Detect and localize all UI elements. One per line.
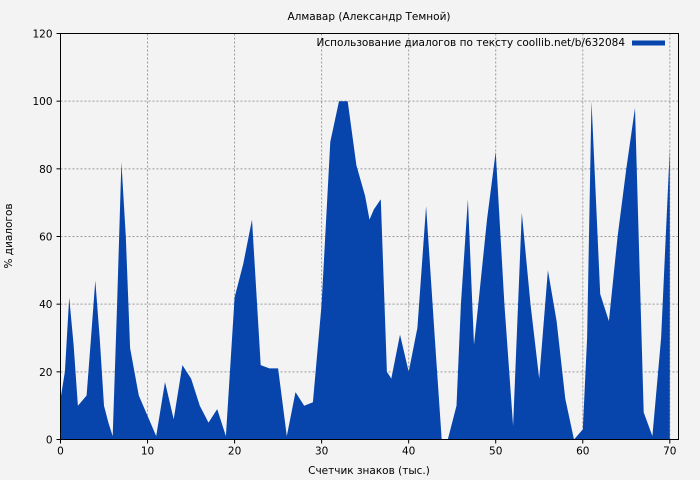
axis-ticks: 0 10 20 30 40 50 60 70 0 20 40 60 80 100 120 bbox=[32, 29, 676, 458]
y-tick-label: 20 bbox=[39, 367, 52, 379]
chart-title: Алмавар (Александр Темной) bbox=[287, 11, 450, 23]
x-tick-label: 20 bbox=[228, 446, 241, 458]
y-tick-label: 40 bbox=[39, 299, 52, 311]
y-tick-label: 100 bbox=[32, 96, 52, 108]
x-tick-label: 30 bbox=[315, 446, 328, 458]
series-area bbox=[60, 101, 670, 440]
legend: Использование диалогов по тексту coollib… bbox=[317, 37, 665, 49]
x-tick-label: 60 bbox=[576, 446, 589, 458]
legend-label: Использование диалогов по тексту coollib… bbox=[317, 37, 626, 49]
y-tick-label: 60 bbox=[39, 232, 52, 244]
y-axis-label: % диалогов bbox=[3, 203, 15, 268]
x-axis-label: Счетчик знаков (тыс.) bbox=[308, 465, 430, 477]
x-tick-label: 10 bbox=[141, 446, 154, 458]
y-tick-label: 120 bbox=[32, 29, 52, 41]
y-tick-label: 80 bbox=[39, 164, 52, 176]
x-tick-label: 70 bbox=[663, 446, 676, 458]
y-tick-label: 0 bbox=[46, 435, 53, 447]
x-tick-label: 50 bbox=[489, 446, 502, 458]
x-tick-label: 40 bbox=[402, 446, 415, 458]
x-tick-label: 0 bbox=[57, 446, 64, 458]
